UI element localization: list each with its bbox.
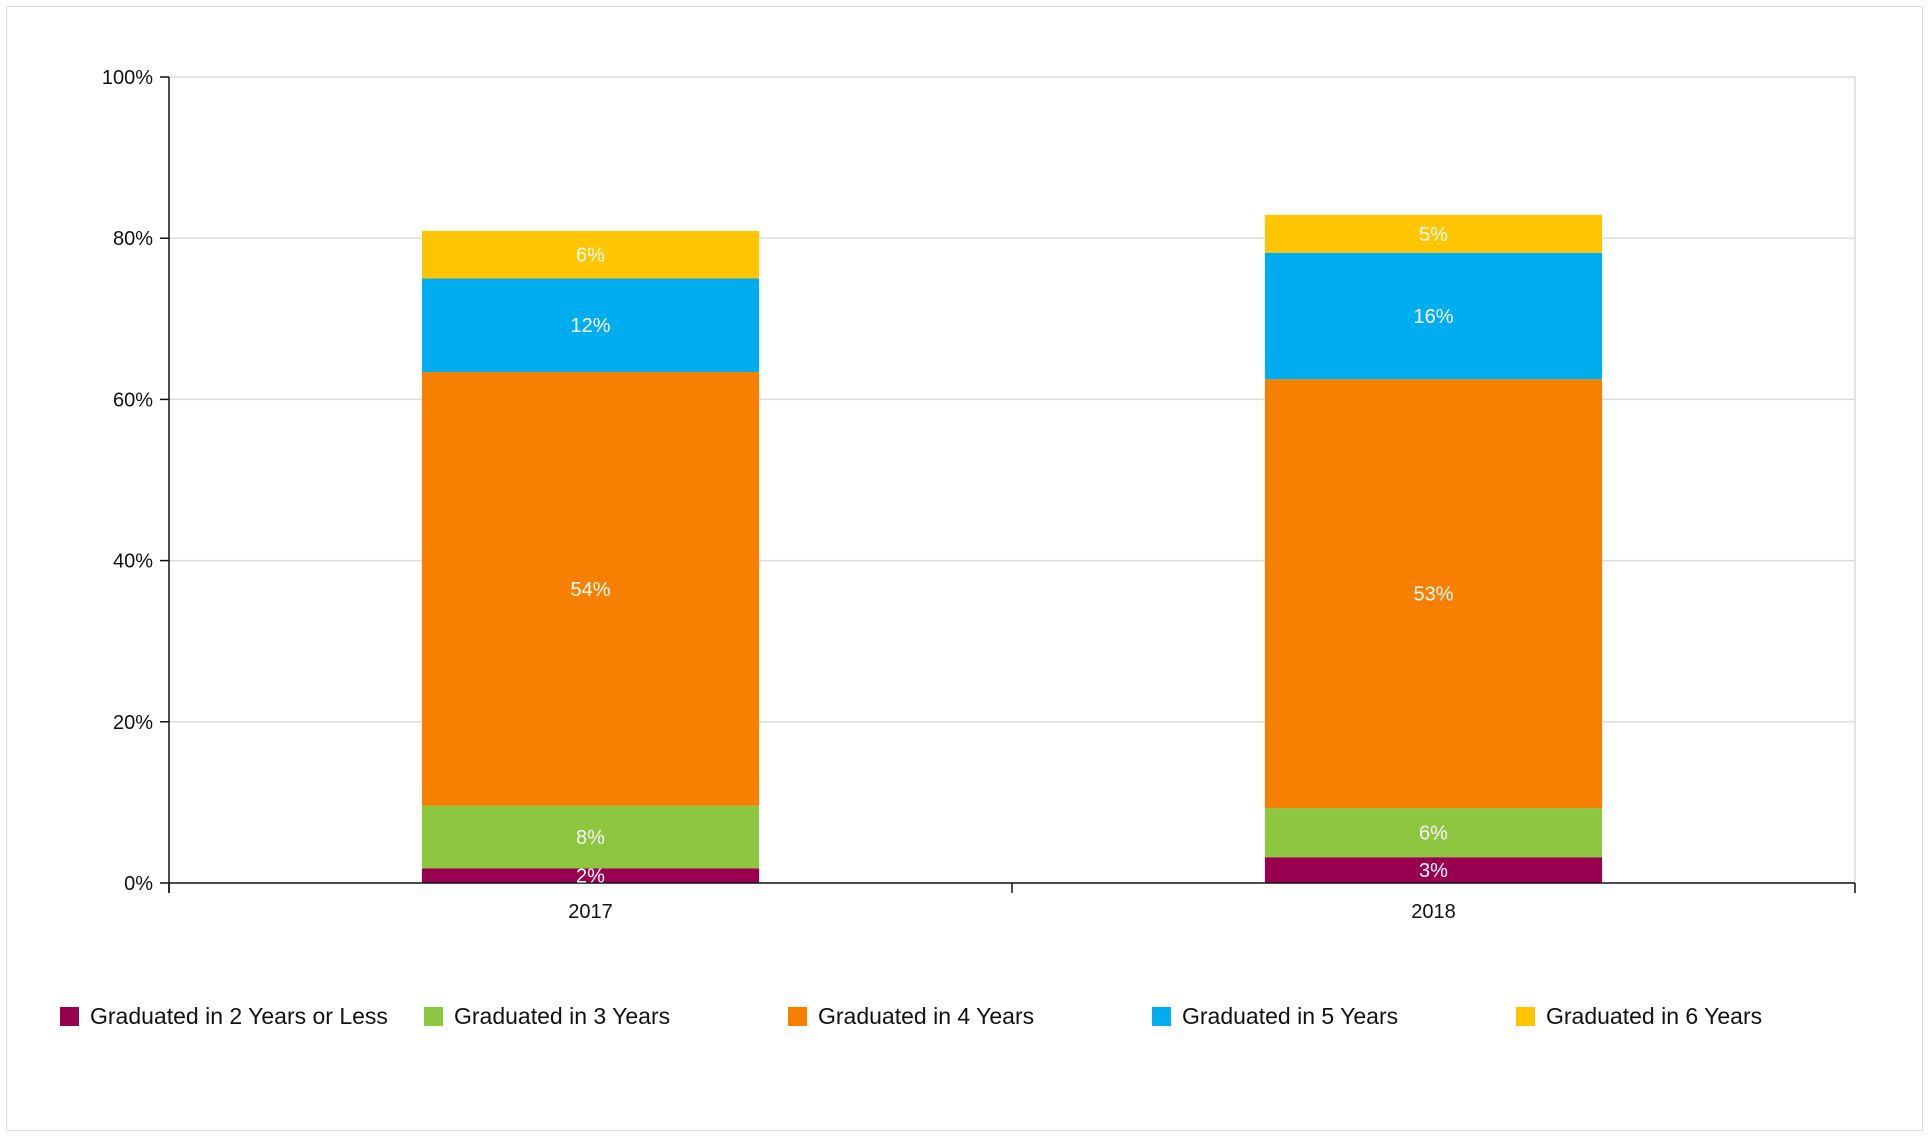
y-tick-label: 80% — [113, 228, 153, 250]
bar-data-label: 3% — [1419, 860, 1448, 882]
bar-data-label: 12% — [570, 315, 610, 337]
bar-data-label: 16% — [1413, 306, 1453, 328]
x-tick-labels: 2017 2018 — [568, 901, 1456, 923]
bar-segment — [421, 278, 760, 372]
legend-swatch — [788, 1006, 807, 1026]
y-tick-label: 60% — [113, 389, 153, 411]
bar-segment — [1264, 808, 1603, 858]
legend-label: Graduated in 2 Years or Less — [90, 1002, 388, 1029]
bar-data-label: 5% — [1419, 224, 1448, 246]
legend-label: Graduated in 6 Years — [1546, 1002, 1763, 1029]
legend-label: Graduated in 5 Years — [1182, 1002, 1399, 1029]
y-tick-label: 0% — [124, 873, 153, 895]
legend-item[interactable]: Graduated in 2 Years or Less — [60, 996, 388, 1036]
legend-item[interactable]: Graduated in 3 Years — [424, 996, 670, 1036]
bar-segment — [1264, 379, 1603, 809]
legend-item[interactable]: Graduated in 5 Years — [1152, 996, 1398, 1036]
y-tick-labels: 0% 20% 40% 60% 80% 100% — [102, 67, 153, 895]
legend-item[interactable]: Graduated in 4 Years — [788, 996, 1034, 1036]
bar-data-label: 53% — [1413, 584, 1453, 606]
legend-label: Graduated in 3 Years — [454, 1002, 671, 1029]
chart-frame — [6, 6, 1923, 1131]
legend-label: Graduated in 4 Years — [818, 1002, 1035, 1029]
y-tick-label: 40% — [113, 551, 153, 573]
x-tick-label: 2017 — [568, 901, 613, 923]
data-labels: 2% 8% 54% 12% 6% 3% 6% 53% 16% 5% — [570, 224, 1453, 888]
bar-segment — [1264, 252, 1603, 380]
legend-swatch — [424, 1006, 443, 1026]
bar-segment — [421, 230, 760, 279]
bar-segment — [421, 805, 760, 869]
bar-segment — [421, 868, 760, 883]
bar-data-label: 2% — [576, 866, 605, 888]
bars — [421, 214, 1603, 883]
bar-segment — [1264, 857, 1603, 883]
bar-segment — [421, 371, 760, 806]
bar-data-label: 6% — [576, 245, 605, 267]
legend-swatch — [60, 1006, 79, 1026]
axes — [160, 76, 1856, 893]
bar-segment — [1264, 214, 1603, 253]
x-tick-label: 2018 — [1411, 901, 1456, 923]
y-tick-label: 20% — [113, 712, 153, 734]
bar-data-label: 8% — [576, 827, 605, 849]
bar-data-label: 6% — [1419, 823, 1448, 845]
legend-swatch — [1152, 1006, 1171, 1026]
legend-item[interactable]: Graduated in 6 Years — [1516, 996, 1762, 1036]
legend-swatch — [1516, 1006, 1535, 1026]
bar-data-label: 54% — [570, 579, 610, 601]
legend: Graduated in 2 Years or Less Graduated in… — [60, 996, 1860, 1036]
y-tick-label: 100% — [102, 67, 153, 89]
